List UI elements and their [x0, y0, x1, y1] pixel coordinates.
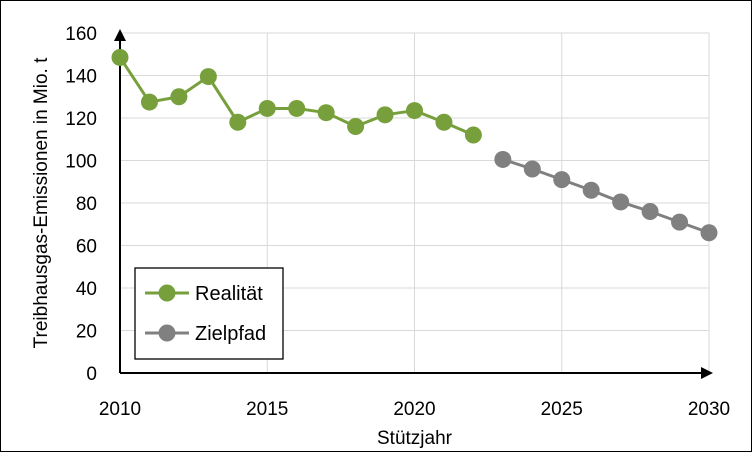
- data-point: [612, 193, 630, 211]
- data-point: [671, 213, 689, 231]
- data-point: [582, 181, 600, 199]
- legend-marker-1: [158, 324, 176, 342]
- data-point: [317, 104, 335, 122]
- data-point: [111, 48, 129, 66]
- y-tick-label: 80: [76, 194, 97, 215]
- legend-label-1: Zielpfad: [195, 323, 266, 345]
- data-point: [700, 224, 718, 242]
- x-tick-label: 2020: [393, 399, 435, 420]
- y-tick-label: 100: [65, 152, 97, 173]
- data-point: [199, 68, 217, 86]
- y-tick-labels: 0 20 40 60 80 100 120 140 160: [65, 24, 97, 385]
- data-point: [406, 102, 423, 120]
- data-point: [523, 160, 541, 178]
- legend: Realität Zielpfad: [134, 267, 284, 360]
- y-tick-label: 40: [76, 279, 97, 300]
- x-tick-label: 2030: [688, 399, 730, 420]
- data-point: [435, 113, 453, 131]
- axes: [114, 29, 713, 379]
- data-point: [170, 88, 188, 106]
- y-tick-label: 140: [65, 67, 97, 88]
- y-tick-label: 20: [76, 322, 97, 343]
- legend-box: [134, 267, 284, 360]
- y-tick-label: 160: [65, 24, 97, 45]
- data-point: [229, 113, 247, 131]
- data-point: [347, 118, 365, 135]
- data-point: [376, 106, 394, 124]
- data-point: [494, 150, 512, 168]
- x-tick-labels: 2010 2015 2020 2025 2030: [99, 399, 730, 420]
- y-axis-title: Treibhausgas-Emissionen in Mio. t: [31, 57, 52, 348]
- legend-label-0: Realität: [195, 283, 263, 305]
- x-tick-label: 2010: [99, 399, 141, 420]
- data-point: [258, 99, 276, 117]
- x-tick-label: 2025: [541, 399, 583, 420]
- data-point: [553, 171, 571, 189]
- y-axis-arrow: [114, 29, 126, 41]
- x-tick-label: 2015: [246, 399, 288, 420]
- x-axis-title: Stützjahr: [377, 428, 453, 449]
- data-point: [464, 126, 482, 144]
- y-tick-label: 120: [65, 109, 97, 130]
- data-point: [288, 99, 306, 117]
- series-layer: [111, 48, 718, 242]
- x-axis-arrow: [701, 367, 713, 379]
- y-tick-label: 0: [86, 364, 97, 385]
- y-tick-label: 60: [76, 237, 97, 258]
- legend-marker-0: [158, 284, 176, 302]
- data-point: [641, 203, 659, 220]
- data-point: [140, 93, 158, 111]
